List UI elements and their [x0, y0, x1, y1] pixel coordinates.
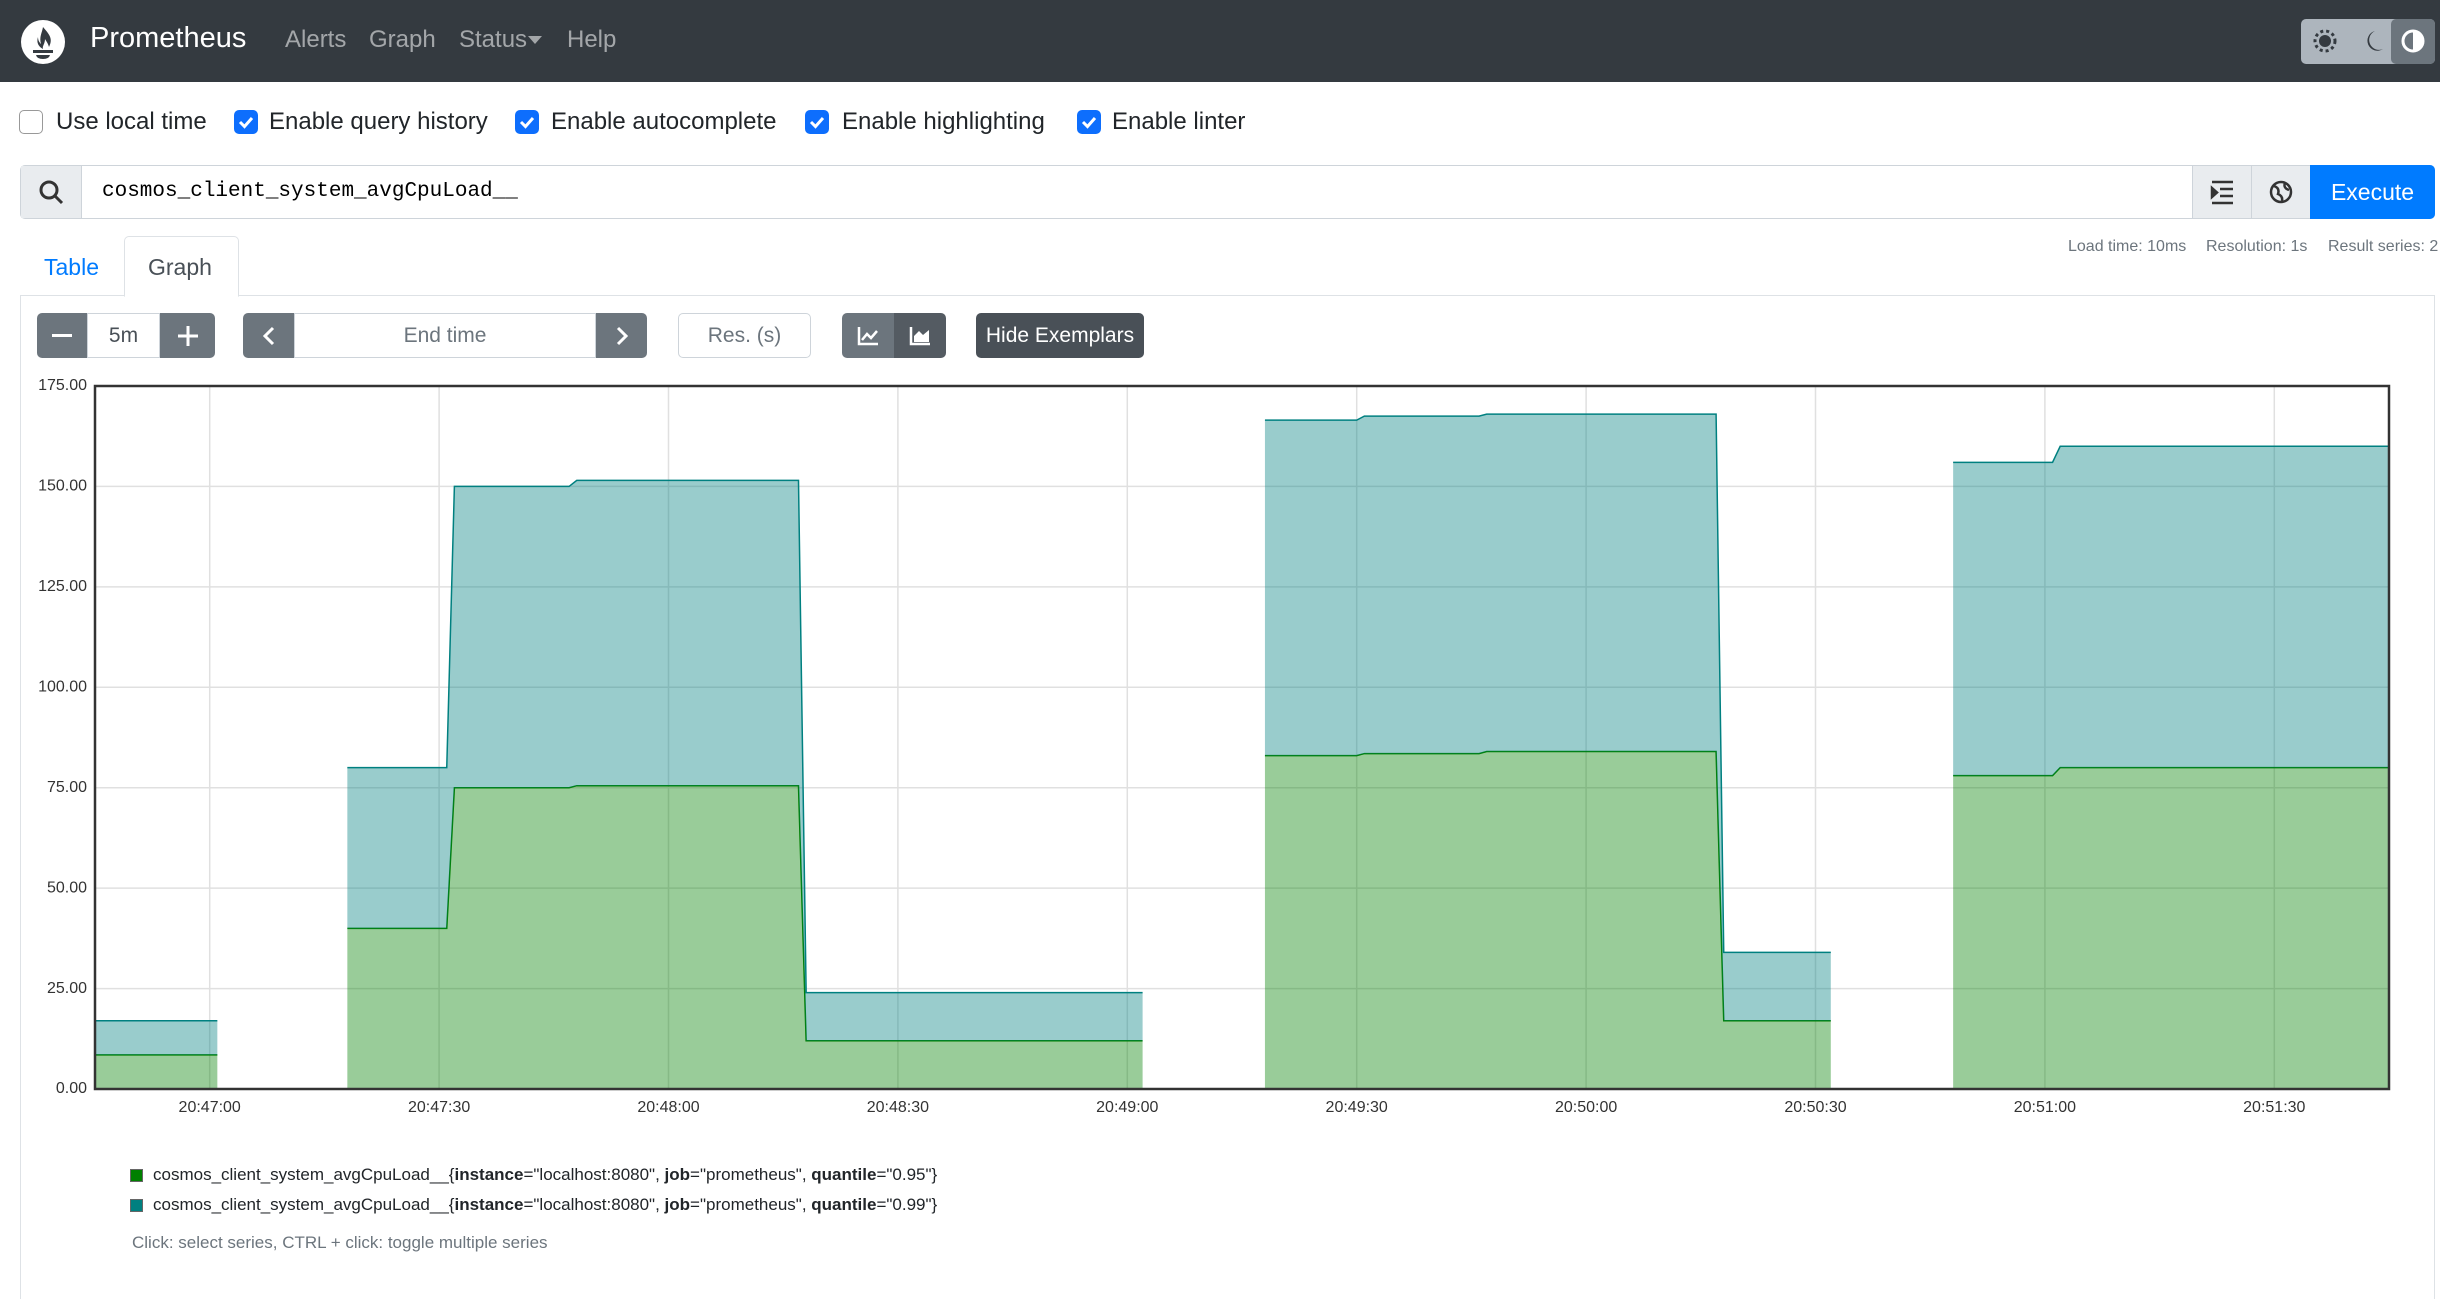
option-label[interactable]: Use local time: [56, 108, 207, 135]
checkbox[interactable]: [1077, 110, 1101, 134]
legend-item[interactable]: cosmos_client_system_avgCpuLoad__{instan…: [130, 1165, 937, 1185]
checkbox[interactable]: [19, 110, 43, 134]
legend-swatch: [130, 1198, 143, 1212]
x-tick-label: 20:48:00: [637, 1099, 699, 1116]
option-label[interactable]: Enable autocomplete: [551, 108, 777, 135]
metrics-explorer-button[interactable]: [2251, 166, 2310, 218]
series-line: [95, 750, 2389, 1056]
legend-swatch: [130, 1168, 143, 1182]
logo: [21, 20, 65, 64]
exemplars-button[interactable]: Hide Exemplars: [976, 313, 1144, 358]
plot-background: [95, 386, 2389, 1089]
graph-panel: [20, 296, 2435, 1299]
x-tick-label: 20:49:30: [1326, 1099, 1388, 1116]
x-tick-label: 20:47:00: [179, 1099, 241, 1116]
x-tick-label: 20:49:00: [1096, 1099, 1158, 1116]
tab-border: [20, 295, 2435, 296]
checkbox[interactable]: [805, 110, 829, 134]
x-tick-label: 20:48:30: [867, 1099, 929, 1116]
brand[interactable]: Prometheus: [90, 22, 247, 54]
plot-border: [93, 384, 2391, 1091]
range-input[interactable]: 5m: [87, 313, 160, 358]
nav-link[interactable]: Alerts: [285, 26, 347, 53]
y-tick-label: 25.00: [47, 980, 87, 997]
time-prev[interactable]: [243, 313, 294, 358]
tab[interactable]: Graph: [148, 254, 212, 280]
end-time-input[interactable]: End time: [294, 313, 596, 358]
stat: Load time: 10ms: [2068, 238, 2187, 255]
option-label[interactable]: Enable highlighting: [842, 108, 1045, 135]
series-area: [95, 751, 2389, 1089]
x-tick-label: 20:51:30: [2243, 1099, 2305, 1116]
range-minus[interactable]: [37, 313, 87, 358]
nav-link[interactable]: Help: [567, 26, 617, 53]
option-label[interactable]: Enable query history: [269, 108, 488, 135]
nav-link[interactable]: Graph: [369, 26, 436, 53]
x-tick-label: 20:50:00: [1555, 1099, 1617, 1116]
x-tick-label: 20:47:30: [408, 1099, 470, 1116]
series-line: [95, 413, 2389, 1022]
stat: Result series: 2: [2328, 238, 2439, 255]
legend-label: cosmos_client_system_avgCpuLoad__{instan…: [153, 1195, 938, 1214]
legend-hint: Click: select series, CTRL + click: togg…: [132, 1233, 548, 1252]
checkbox[interactable]: [515, 110, 539, 134]
stat: Resolution: 1s: [2206, 238, 2308, 255]
option-label[interactable]: Enable linter: [1112, 108, 1246, 135]
execute-button[interactable]: Execute: [2310, 165, 2435, 219]
dropdown-caret: [528, 36, 542, 44]
y-tick-label: 75.00: [47, 779, 87, 796]
theme-icons[interactable]: [2301, 19, 2435, 64]
y-tick-label: 125.00: [38, 578, 87, 595]
x-tick-label: 20:51:00: [2014, 1099, 2076, 1116]
legend-label: cosmos_client_system_avgCpuLoad__{instan…: [153, 1165, 938, 1184]
query-input[interactable]: cosmos_client_system_avgCpuLoad__: [102, 180, 518, 203]
series-area: [95, 414, 2389, 1055]
stacked-mode-button[interactable]: [894, 313, 946, 358]
active-tab-box: [124, 236, 239, 297]
y-tick-label: 50.00: [47, 879, 87, 896]
y-tick-label: 0.00: [56, 1080, 87, 1097]
resolution-input[interactable]: Res. (s): [678, 313, 811, 358]
y-tick-label: 100.00: [38, 679, 87, 696]
time-next[interactable]: [596, 313, 647, 358]
navbar: Prometheus Alerts Graph Status Help: [0, 0, 2440, 82]
theme-toggle: [2301, 19, 2435, 64]
y-tick-label: 175.00: [38, 377, 87, 394]
query-bar: cosmos_client_system_avgCpuLoad__ Execut…: [20, 165, 2435, 219]
tab[interactable]: Table: [44, 254, 99, 280]
format-button[interactable]: [2192, 166, 2251, 218]
legend-item[interactable]: cosmos_client_system_avgCpuLoad__{instan…: [130, 1195, 937, 1215]
y-tick-label: 150.00: [38, 478, 87, 495]
range-plus[interactable]: [160, 313, 215, 358]
checkbox[interactable]: [234, 110, 258, 134]
chart: 0.00 25.00 50.00 75.00 100.00 125.00 150.00 175…: [38, 377, 2391, 1116]
x-tick-label: 20:50:30: [1784, 1099, 1846, 1116]
line-mode-button[interactable]: [842, 313, 894, 358]
nav-link[interactable]: Status: [459, 26, 528, 53]
search-icon: [21, 166, 82, 218]
